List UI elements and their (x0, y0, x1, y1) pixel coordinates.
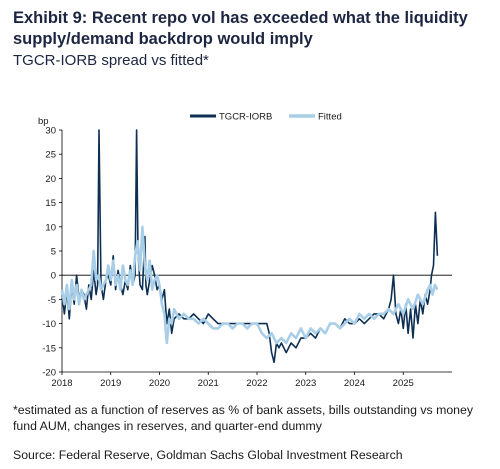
x-tick-label: 2023 (295, 378, 316, 389)
footnote: *estimated as a function of reserves as … (13, 403, 474, 433)
x-tick-label: 2020 (149, 378, 170, 389)
x-tick-label: 2022 (246, 378, 267, 389)
y-tick-label: 25 (45, 150, 56, 161)
y-tick-label: -5 (48, 295, 56, 306)
x-tick-label: 2019 (100, 378, 121, 389)
x-tick-label: 2025 (393, 378, 414, 389)
y-tick-label: 0 (51, 271, 56, 282)
x-tick-label: 2024 (344, 378, 365, 389)
series-line-fitted (60, 225, 439, 345)
chart-subtitle: TGCR-IORB spread vs fitted* (13, 52, 209, 69)
line-chart: 30 25 20 15 10 5 0 -5 -10 -15 -20 bp 2018 2019 2020 202… (38, 112, 452, 389)
y-tick-label: 10 (45, 222, 56, 233)
y-tick-label: -20 (42, 368, 56, 379)
chart-title: Exhibit 9: Recent repo vol has exceeded … (13, 9, 468, 48)
legend-label-tgcr-iorb: TGCR-IORB (219, 112, 272, 123)
y-tick-label: 15 (45, 198, 56, 209)
y-axis-unit: bp (38, 116, 49, 127)
y-tick-label: 5 (51, 247, 56, 258)
y-tick-label: -15 (42, 343, 56, 354)
legend-label-fitted: Fitted (318, 112, 342, 123)
source-note: Source: Federal Reserve, Goldman Sachs G… (13, 448, 403, 462)
x-tick-label: 2021 (198, 378, 219, 389)
x-tick-label: 2018 (51, 378, 72, 389)
y-tick-label: 30 (45, 126, 56, 137)
y-tick-label: -10 (42, 319, 56, 330)
y-tick-label: 20 (45, 174, 56, 185)
